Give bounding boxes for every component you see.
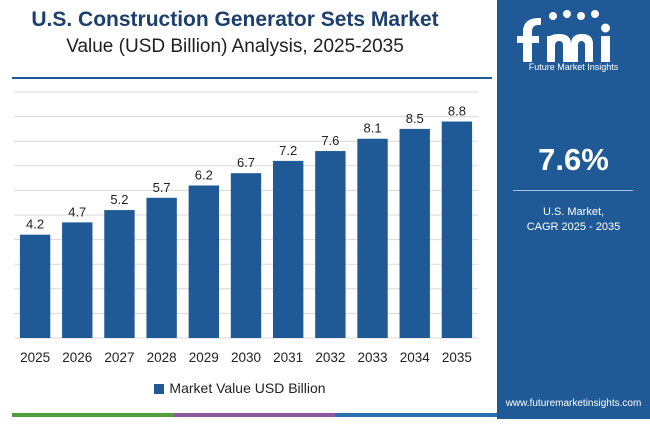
- data-label-2028: 5.7: [153, 180, 171, 195]
- x-tick-2032: 2032: [315, 350, 345, 365]
- footer-color-segment: [173, 413, 336, 417]
- cagr-label-line2: CAGR 2025 - 2035: [526, 221, 621, 233]
- bar-2025: [19, 234, 51, 338]
- data-label-2026: 4.7: [68, 204, 86, 219]
- chart-title: U.S. Construction Generator Sets Market: [31, 8, 439, 31]
- bar-2028: [146, 197, 177, 338]
- sidebar-panel: Future Market Insights 7.6% U.S. Market,…: [497, 0, 650, 419]
- bar-2033: [357, 138, 388, 338]
- x-tick-2028: 2028: [147, 350, 177, 365]
- bar-2026: [62, 222, 93, 338]
- fmi-logo: [517, 10, 610, 62]
- data-label-2033: 8.1: [364, 121, 382, 136]
- cagr-divider: [513, 190, 633, 191]
- chart-subtitle: Value (USD Billion) Analysis, 2025-2035: [66, 36, 404, 57]
- x-tick-2031: 2031: [273, 350, 303, 365]
- x-tick-2030: 2030: [231, 350, 261, 365]
- data-label-2027: 5.2: [110, 192, 128, 207]
- data-label-2034: 8.5: [406, 111, 424, 126]
- x-tick-2026: 2026: [62, 350, 92, 365]
- footer-color-segment: [12, 413, 174, 417]
- x-tick-2034: 2034: [400, 350, 431, 365]
- bar-2030: [230, 173, 262, 338]
- data-label-2030: 6.7: [237, 155, 255, 170]
- header-divider: [12, 77, 492, 79]
- chart-area: 4.2 2025 4.7 2026 5.2 2027 5.7 2028 6.2 2029 6.7 20…: [14, 91, 478, 365]
- logo-caption: Future Market Insights: [528, 62, 619, 72]
- bar-2035: [441, 121, 473, 339]
- bar-2034: [399, 128, 430, 338]
- data-label-2031: 7.2: [279, 143, 297, 158]
- data-label-2032: 7.6: [321, 133, 339, 148]
- x-tick-2035: 2035: [442, 350, 472, 365]
- cagr-label-line1: U.S. Market,: [542, 206, 605, 218]
- data-label-2029: 6.2: [195, 167, 213, 182]
- footer-color-segment: [335, 413, 498, 417]
- x-tick-2027: 2027: [104, 350, 134, 365]
- bar-chart: 4.2 2025 4.7 2026 5.2 2027 5.7 2028 6.2 2029 6.7 20…: [14, 91, 478, 365]
- bar-2032: [315, 151, 346, 338]
- cagr-label: U.S. Market, CAGR 2025 - 2035: [497, 205, 650, 235]
- footer-color-bar: [12, 413, 498, 417]
- bar-2031: [272, 160, 304, 338]
- x-tick-2033: 2033: [358, 350, 388, 365]
- cagr-value: 7.6%: [538, 142, 609, 177]
- bar-2027: [104, 210, 135, 338]
- x-tick-2025: 2025: [20, 350, 50, 365]
- legend-label: Market Value USD Billion: [169, 380, 326, 396]
- legend-swatch: [154, 384, 165, 394]
- data-label-2035: 8.8: [448, 104, 466, 119]
- website-url: www.futuremarketinsights.com: [505, 398, 642, 409]
- chart-legend: Market Value USD Billion: [0, 380, 480, 396]
- bar-2029: [188, 185, 220, 338]
- x-tick-2029: 2029: [189, 350, 219, 365]
- data-label-2025: 4.2: [26, 217, 44, 232]
